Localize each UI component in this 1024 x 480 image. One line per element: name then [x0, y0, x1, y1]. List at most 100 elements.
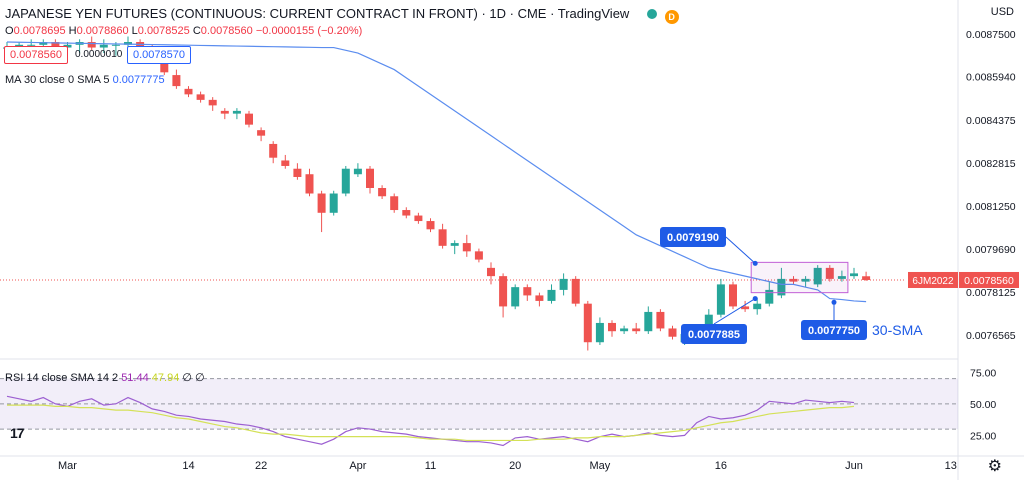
- candle-body: [87, 42, 96, 48]
- price-tick-label: 0.0079690: [966, 244, 1016, 256]
- symbol-badge-bg: [908, 271, 958, 288]
- candle-body: [777, 278, 786, 296]
- low-price-callout-bg: [681, 324, 747, 344]
- candle-body: [789, 278, 798, 282]
- ma-legend: MA 30 close 0 SMA 5 0.0077775: [5, 74, 165, 86]
- currency-label[interactable]: USD: [990, 6, 1014, 18]
- ohlc-readout: O0.0078695 H0.0078860 L0.0078525 C0.0078…: [5, 25, 363, 37]
- candle-body: [329, 193, 338, 213]
- callout-dot: [752, 260, 758, 266]
- candle-body: [547, 289, 556, 301]
- candle-body: [474, 251, 483, 260]
- candle-body: [366, 168, 374, 188]
- candle-body: [850, 273, 858, 277]
- sma-price-callout-bg: [801, 320, 867, 340]
- sell-price-box[interactable]: 0.0078560: [4, 46, 68, 64]
- candle-body: [716, 284, 725, 315]
- chart-title: JAPANESE YEN FUTURES (CONTINUOUS: CURREN…: [5, 6, 679, 24]
- candle-body: [269, 143, 278, 158]
- candle-body: [257, 130, 266, 136]
- candle-body: [426, 221, 435, 230]
- last-price-badge: 0.0078560: [964, 275, 1014, 287]
- candle-body: [208, 99, 217, 106]
- spread-value: 0.0000010: [75, 49, 123, 60]
- candle-body: [741, 306, 750, 310]
- candle-body: [644, 311, 653, 332]
- price-tick-label: 0.0076565: [966, 330, 1016, 342]
- candle-body: [160, 58, 169, 73]
- buy-price-box[interactable]: 0.0078570: [127, 46, 191, 64]
- time-tick-label: May: [590, 460, 611, 472]
- rsi-legend: RSI 14 close SMA 14 2 51.44 47.94 ∅ ∅: [5, 372, 205, 384]
- callout-dot: [831, 299, 837, 305]
- callout-leader: [725, 236, 756, 264]
- callout-dot: [752, 296, 758, 302]
- candle-body: [583, 303, 592, 343]
- candle-body: [511, 287, 520, 307]
- candle-body: [438, 229, 447, 246]
- price-tick-label: 0.0084375: [966, 115, 1016, 127]
- time-tick-label: 20: [509, 460, 521, 472]
- candle-body: [353, 168, 362, 175]
- delay-badge: D: [664, 10, 679, 24]
- candle-body: [729, 284, 737, 307]
- candle-body: [39, 42, 48, 45]
- rsi-sma-line: [7, 404, 855, 442]
- high-price-callout-bg: [660, 227, 726, 247]
- gear-icon[interactable]: ⚙: [987, 458, 1002, 475]
- candle-body: [608, 322, 616, 332]
- candle-body: [281, 160, 290, 166]
- symbol-badge: 6JM2022: [912, 276, 954, 287]
- title-text: JAPANESE YEN FUTURES (CONTINUOUS: CURREN…: [5, 6, 630, 21]
- candle-body: [487, 267, 495, 277]
- candle-body: [172, 75, 181, 87]
- candle-body: [124, 42, 132, 45]
- candle-body: [765, 289, 774, 304]
- candle-body: [51, 42, 60, 48]
- price-tick-label: 0.0078125: [966, 287, 1016, 299]
- time-tick-label: Apr: [349, 460, 366, 472]
- rsi-tick-label: 75.00: [970, 367, 996, 379]
- candle-body: [402, 210, 411, 216]
- candle-body: [571, 278, 580, 304]
- candle-body: [801, 278, 810, 282]
- callout-leader: [713, 298, 756, 325]
- price-tick-label: 0.0082815: [966, 158, 1016, 170]
- ma-value: 0.0077775: [112, 74, 165, 86]
- time-tick-label: 22: [255, 460, 267, 472]
- time-tick-label: 16: [715, 460, 727, 472]
- consolidation-box: [750, 261, 849, 294]
- price-tick-label: 0.0085940: [966, 72, 1016, 84]
- candle-body: [559, 278, 568, 290]
- candle-body: [184, 88, 193, 95]
- candle-body: [196, 94, 205, 100]
- candle-body: [414, 215, 423, 222]
- candle-body: [111, 44, 120, 46]
- candle-body: [656, 311, 665, 329]
- status-dot-icon: [646, 9, 657, 19]
- candle-body: [99, 44, 108, 48]
- candle-body: [317, 193, 326, 213]
- candle-body: [523, 287, 532, 296]
- candle-body: [620, 328, 629, 332]
- high-price-callout: 0.0079190: [667, 232, 719, 244]
- candle-body: [632, 328, 641, 332]
- ma-label: MA 30 close 0 SMA 5: [5, 74, 110, 86]
- rsi-tick-label: 25.00: [970, 430, 996, 442]
- rsi-tick-label: 50.00: [970, 399, 996, 411]
- candle-body: [305, 174, 314, 194]
- sma-price-callout: 0.0077750: [808, 325, 860, 337]
- candle-body: [837, 276, 846, 279]
- candle-body: [813, 267, 822, 285]
- candle-body: [595, 322, 604, 343]
- candle-body: [390, 196, 399, 211]
- price-tick-label: 0.0081250: [966, 201, 1016, 213]
- candle-body: [499, 276, 508, 307]
- candle-body: [220, 110, 229, 114]
- candle-body: [825, 267, 834, 279]
- time-tick-label: 14: [182, 460, 194, 472]
- candle-body: [378, 188, 387, 197]
- candle-body: [753, 303, 762, 310]
- candle-body: [535, 295, 544, 301]
